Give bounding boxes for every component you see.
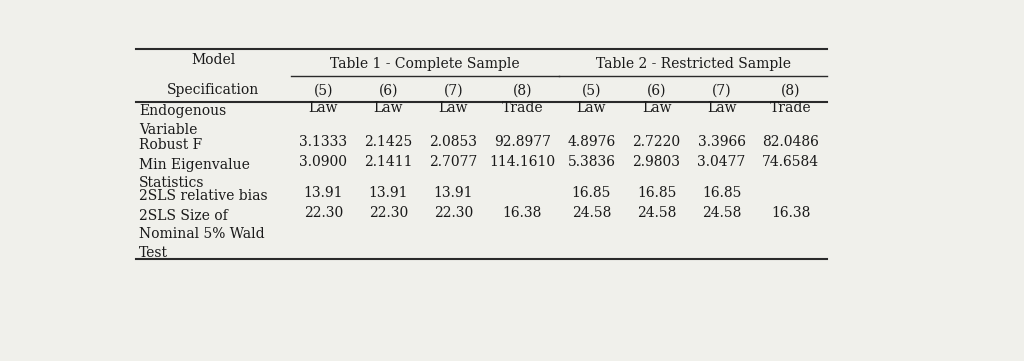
Text: 16.38: 16.38 [771, 206, 810, 220]
Text: 92.8977: 92.8977 [494, 135, 551, 149]
Text: Law: Law [308, 101, 338, 115]
Text: Min Eigenvalue
Statistics: Min Eigenvalue Statistics [139, 158, 250, 191]
Text: 13.91: 13.91 [303, 186, 343, 200]
Text: 16.85: 16.85 [637, 186, 676, 200]
Text: 74.6584: 74.6584 [762, 155, 819, 169]
Text: 3.0900: 3.0900 [299, 155, 347, 169]
Text: (6): (6) [647, 83, 667, 97]
Text: (6): (6) [379, 83, 398, 97]
Text: Robust F: Robust F [139, 138, 203, 152]
Text: (5): (5) [582, 83, 601, 97]
Text: 24.58: 24.58 [701, 206, 741, 220]
Text: (7): (7) [712, 83, 731, 97]
Text: Law: Law [642, 101, 672, 115]
Text: 2SLS Size of
Nominal 5% Wald
Test: 2SLS Size of Nominal 5% Wald Test [139, 209, 265, 260]
Text: Trade: Trade [502, 101, 543, 115]
Text: Trade: Trade [770, 101, 811, 115]
Text: 24.58: 24.58 [571, 206, 611, 220]
Text: (8): (8) [513, 83, 532, 97]
Text: 2.1411: 2.1411 [365, 155, 413, 169]
Text: 22.30: 22.30 [369, 206, 408, 220]
Text: 16.38: 16.38 [503, 206, 542, 220]
Text: Specification: Specification [167, 83, 259, 97]
Text: 2.7077: 2.7077 [429, 155, 477, 169]
Text: (7): (7) [443, 83, 463, 97]
Text: Endogenous
Variable: Endogenous Variable [139, 104, 226, 136]
Text: Law: Law [374, 101, 403, 115]
Text: 3.1333: 3.1333 [299, 135, 347, 149]
Text: 13.91: 13.91 [369, 186, 408, 200]
Text: 24.58: 24.58 [637, 206, 676, 220]
Text: (8): (8) [781, 83, 801, 97]
Text: 16.85: 16.85 [701, 186, 741, 200]
Text: 2.1425: 2.1425 [365, 135, 413, 149]
Text: 16.85: 16.85 [571, 186, 611, 200]
Text: 22.30: 22.30 [434, 206, 473, 220]
Text: 2SLS relative bias: 2SLS relative bias [139, 189, 267, 203]
Text: 4.8976: 4.8976 [567, 135, 615, 149]
Text: Model: Model [191, 53, 236, 67]
Text: Table 2 - Restricted Sample: Table 2 - Restricted Sample [596, 57, 791, 71]
Text: 2.9803: 2.9803 [633, 155, 681, 169]
Text: 2.0853: 2.0853 [429, 135, 477, 149]
Text: Table 1 - Complete Sample: Table 1 - Complete Sample [330, 57, 519, 71]
Text: Law: Law [707, 101, 736, 115]
Text: Law: Law [438, 101, 468, 115]
Text: 82.0486: 82.0486 [762, 135, 819, 149]
Text: 114.1610: 114.1610 [489, 155, 555, 169]
Text: (5): (5) [313, 83, 333, 97]
Text: 3.0477: 3.0477 [697, 155, 745, 169]
Text: 2.7220: 2.7220 [633, 135, 681, 149]
Text: 5.3836: 5.3836 [567, 155, 615, 169]
Text: 13.91: 13.91 [433, 186, 473, 200]
Text: 22.30: 22.30 [303, 206, 343, 220]
Text: Law: Law [577, 101, 606, 115]
Text: 3.3966: 3.3966 [697, 135, 745, 149]
